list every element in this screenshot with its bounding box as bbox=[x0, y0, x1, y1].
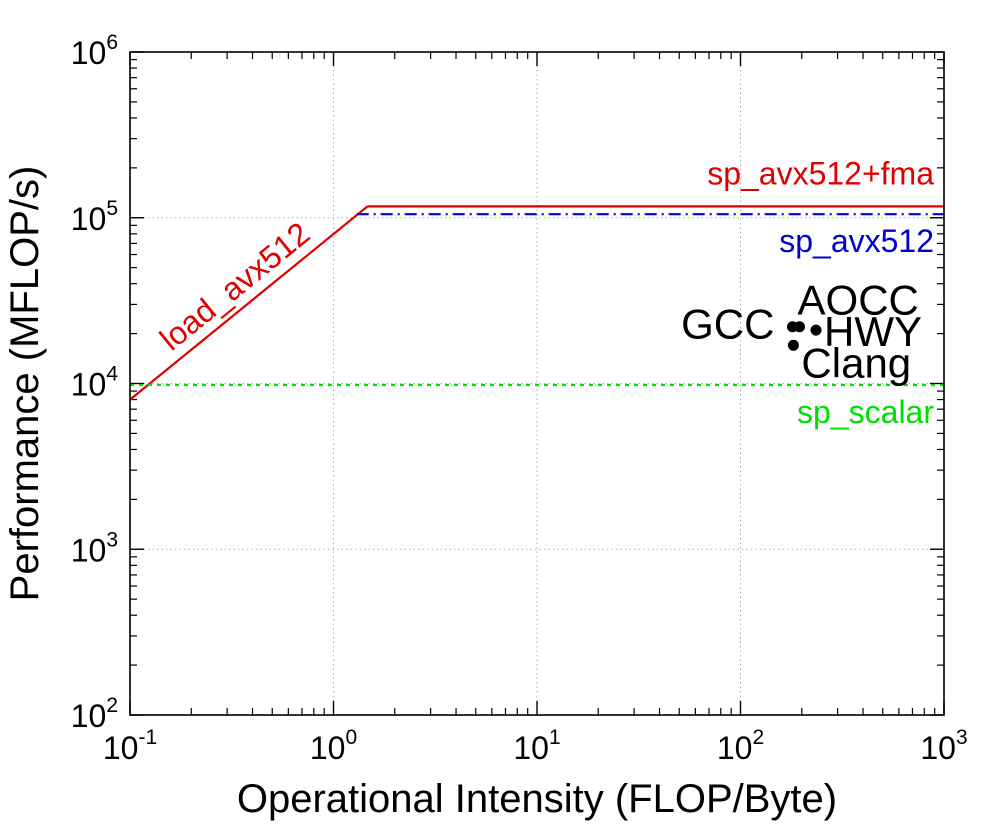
x-tick-label: 100 bbox=[310, 726, 357, 766]
y-tick-label: 106 bbox=[71, 31, 118, 71]
y-tick-exponent: 2 bbox=[106, 694, 118, 717]
point-label-GCC: GCC bbox=[681, 301, 774, 348]
x-tick-base: 10 bbox=[513, 730, 549, 766]
y-tick-label: 103 bbox=[71, 528, 118, 568]
data-point-HWY bbox=[810, 324, 822, 336]
data-point-AOCC bbox=[794, 321, 806, 333]
x-tick-label: 101 bbox=[513, 726, 560, 766]
x-tick-label: 10-1 bbox=[103, 726, 157, 766]
x-tick-base: 10 bbox=[103, 730, 139, 766]
x-tick-label: 103 bbox=[920, 726, 967, 766]
x-tick-exponent: 2 bbox=[752, 726, 764, 749]
y-tick-exponent: 4 bbox=[106, 363, 118, 386]
y-tick-label: 104 bbox=[71, 363, 119, 403]
bandwidth-label-load_avx512: load_avx512 bbox=[153, 215, 317, 357]
point-label-AOCC: AOCC bbox=[798, 277, 919, 324]
y-tick-exponent: 3 bbox=[106, 528, 118, 551]
plot-frame bbox=[129, 51, 945, 716]
grid-lines bbox=[130, 52, 944, 715]
x-tick-base: 10 bbox=[920, 730, 956, 766]
y-tick-base: 10 bbox=[71, 532, 107, 568]
ceiling-label-sp_avx512+fma: sp_avx512+fma bbox=[707, 155, 934, 191]
data-point-Clang bbox=[787, 339, 799, 351]
x-tick-exponent: 1 bbox=[549, 726, 561, 749]
x-tick-exponent: -1 bbox=[138, 726, 157, 749]
y-tick-base: 10 bbox=[71, 35, 107, 71]
x-tick-label: 102 bbox=[717, 726, 764, 766]
x-tick-exponent: 3 bbox=[956, 726, 968, 749]
y-tick-exponent: 6 bbox=[106, 31, 118, 54]
x-tick-labels: 10-1 100 101 102 103 bbox=[103, 726, 968, 766]
x-tick-base: 10 bbox=[717, 730, 753, 766]
point-label-HWY: HWY bbox=[824, 308, 922, 355]
series-lines bbox=[129, 205, 944, 401]
ceiling-label-sp_avx512: sp_avx512 bbox=[779, 223, 934, 259]
y-tick-base: 10 bbox=[71, 201, 107, 237]
bandwidth-line-load_avx512 bbox=[129, 205, 369, 401]
x-axis-title: Operational Intensity (FLOP/Byte) bbox=[237, 777, 837, 821]
point-label-Clang: Clang bbox=[801, 339, 911, 386]
y-tick-label: 105 bbox=[71, 197, 118, 237]
ceiling-label-sp_scalar: sp_scalar bbox=[797, 394, 934, 430]
x-tick-base: 10 bbox=[310, 730, 346, 766]
y-axis-title: Performance (MFLOP/s) bbox=[3, 166, 47, 602]
y-tick-label: 102 bbox=[71, 694, 118, 734]
y-tick-base: 10 bbox=[71, 367, 107, 403]
y-tick-base: 10 bbox=[71, 698, 107, 734]
y-tick-exponent: 5 bbox=[106, 197, 118, 220]
x-tick-exponent: 0 bbox=[345, 726, 357, 749]
